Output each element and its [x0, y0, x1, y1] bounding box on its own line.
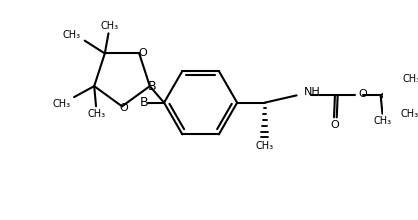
Text: B: B [147, 80, 156, 93]
Text: O: O [120, 103, 128, 113]
Text: CH₃: CH₃ [100, 21, 118, 31]
Text: CH₃: CH₃ [63, 30, 81, 40]
Text: CH₃: CH₃ [403, 74, 418, 84]
Text: B: B [140, 96, 148, 109]
Text: CH₃: CH₃ [52, 99, 71, 109]
Text: NH: NH [304, 87, 321, 97]
Text: O: O [359, 90, 367, 99]
Text: O: O [138, 48, 147, 58]
Text: O: O [331, 120, 339, 130]
Text: CH₃: CH₃ [88, 108, 106, 119]
Text: CH₃: CH₃ [255, 141, 274, 151]
Text: CH₃: CH₃ [401, 109, 418, 119]
Text: CH₃: CH₃ [373, 116, 392, 126]
